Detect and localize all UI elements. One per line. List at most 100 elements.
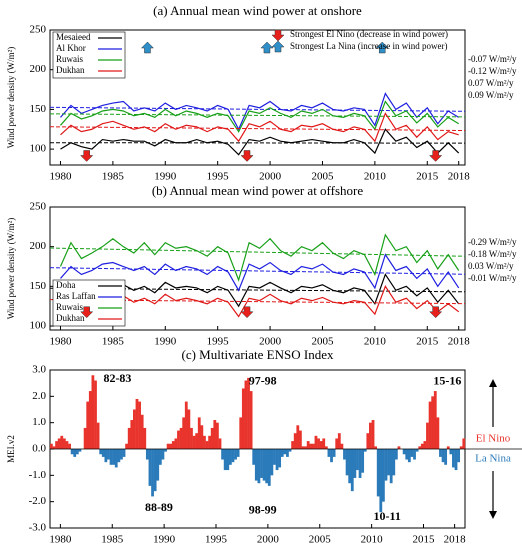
bar: [405, 449, 409, 460]
x-tick-label: 2018: [444, 534, 467, 546]
x-tick-label: 2000: [259, 171, 282, 183]
y-axis-label: Wind power density (W/m²): [6, 218, 16, 320]
bar: [413, 449, 416, 460]
x-tick-label: 1980: [49, 171, 72, 183]
bar: [426, 422, 429, 449]
y-tick-label: 0.0: [32, 443, 46, 455]
trend-line: [49, 106, 466, 112]
bar: [389, 449, 393, 484]
bar: [148, 449, 152, 486]
trend-line: [49, 267, 466, 275]
bar: [166, 443, 170, 449]
bar: [205, 441, 209, 449]
bar: [73, 449, 77, 457]
bar: [420, 443, 424, 449]
bar: [345, 449, 349, 476]
event-legend-icon: [271, 40, 285, 53]
x-tick-label: 1995: [205, 534, 228, 546]
x-tick-label: 2018: [448, 171, 471, 183]
bar: [151, 449, 154, 497]
y-tick-label: 100: [30, 320, 47, 332]
negative-label: La Nina: [475, 453, 511, 465]
el-nino-arrow: [429, 306, 443, 319]
y-axis-label: Wind power density (W/m²): [6, 47, 16, 149]
bar: [190, 427, 193, 449]
bar: [441, 449, 445, 463]
bar: [332, 449, 336, 457]
legend-label: Al Khor: [56, 43, 86, 53]
bar: [278, 449, 282, 468]
x-tick-label: 2015: [416, 336, 439, 348]
x-tick-label: 2000: [259, 336, 282, 348]
x-tick-label: 2005: [309, 534, 332, 546]
y-tick-label: 1.0: [32, 416, 46, 428]
bar: [350, 449, 354, 492]
y-tick-label: -3.0: [29, 522, 47, 534]
bar: [221, 449, 224, 460]
bar: [343, 449, 346, 460]
bar: [452, 449, 455, 468]
x-tick-label: 1990: [154, 336, 177, 348]
bar: [296, 425, 300, 449]
x-tick-label: 1995: [207, 171, 230, 183]
series-line: [60, 128, 460, 156]
bar: [122, 449, 126, 457]
el-nino-arrow: [240, 150, 254, 162]
y-tick-label: 150: [30, 103, 47, 115]
bar: [407, 449, 411, 463]
bar: [109, 449, 113, 465]
x-tick-label: 2010: [361, 534, 384, 546]
trend-label: -0.07 W/m²/y: [468, 54, 517, 64]
bar: [133, 409, 136, 449]
y-tick-label: -2.0: [29, 495, 47, 507]
legend-box: [52, 279, 126, 327]
bar: [366, 433, 370, 449]
x-tick-label: 1985: [101, 534, 124, 546]
chart-title: (a) Annual mean wind power at onshore: [153, 3, 362, 18]
y-tick-label: 3.0: [32, 364, 46, 376]
x-tick-label: 1980: [49, 534, 72, 546]
bar: [462, 438, 466, 449]
event-label: 82-83: [103, 371, 131, 385]
bar: [216, 422, 219, 449]
bar: [164, 449, 167, 452]
la-nina-arrow: [375, 41, 389, 54]
bar: [112, 449, 116, 465]
bar: [322, 438, 326, 449]
bar: [436, 417, 440, 449]
y-tick-label: 100: [30, 143, 47, 155]
bar: [418, 446, 422, 449]
bar: [192, 435, 196, 449]
bar: [104, 449, 108, 463]
bar: [459, 446, 463, 449]
x-tick-label: 2018: [448, 336, 471, 348]
bar: [444, 449, 448, 465]
bar: [454, 449, 458, 471]
bar: [433, 391, 437, 449]
la-nina-arrow: [260, 41, 274, 54]
legend-label: Ruwais: [56, 54, 83, 64]
event-label: 88-89: [145, 500, 173, 514]
trend-label: 0.09 W/m²/y: [468, 90, 514, 100]
bar: [231, 449, 235, 463]
bar: [187, 409, 191, 449]
bar: [439, 449, 442, 457]
x-tick-label: 2000: [257, 534, 280, 546]
bar: [236, 449, 240, 457]
bar: [353, 449, 357, 478]
bar: [55, 441, 58, 449]
bar: [161, 449, 165, 460]
bar: [431, 396, 435, 449]
bar: [337, 433, 341, 449]
event-legend-label: Strongest El Nino (decrease in wind powe…: [290, 29, 448, 39]
bar: [262, 449, 266, 481]
bar: [60, 435, 64, 449]
bar: [200, 425, 204, 449]
trend-label: 0.03 W/m²/y: [468, 261, 514, 271]
bar: [68, 443, 71, 449]
bar: [99, 449, 103, 455]
bar: [394, 449, 398, 460]
bar: [223, 449, 227, 471]
x-tick-label: 2010: [364, 171, 387, 183]
bar: [369, 422, 372, 449]
